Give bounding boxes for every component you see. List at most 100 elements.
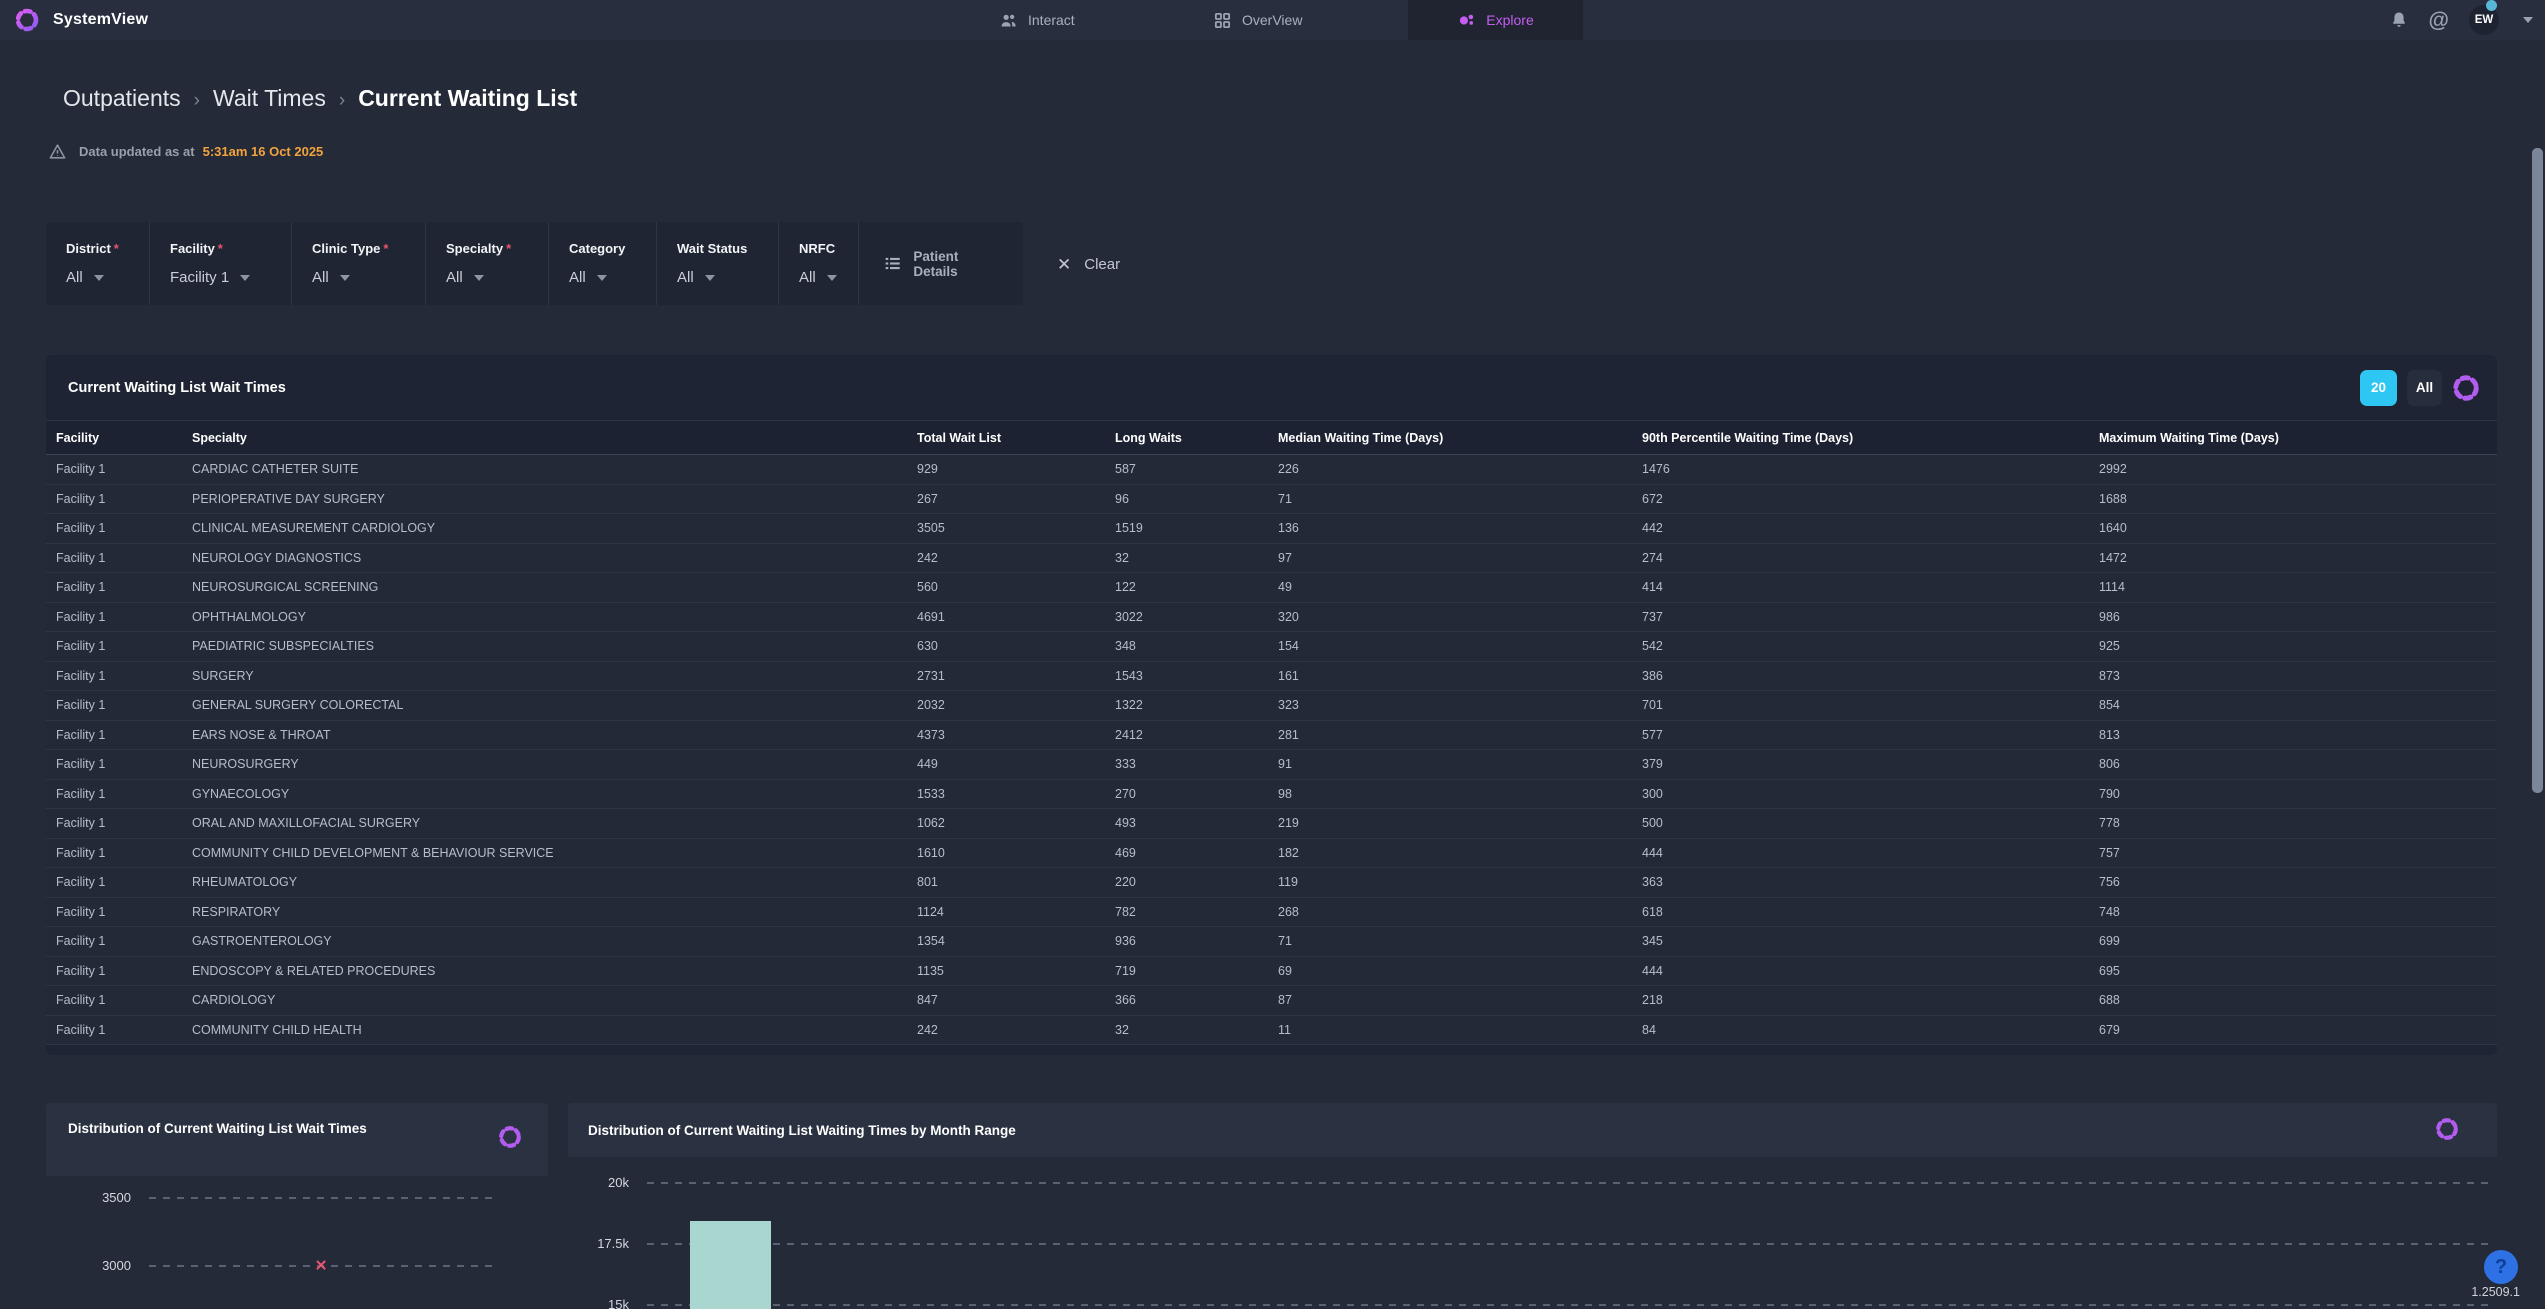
explore-dots-icon xyxy=(1460,14,1474,25)
gridline xyxy=(149,1197,493,1199)
filter-bar: District * All Facility * Facility 1 Clini… xyxy=(46,222,1023,305)
people-icon xyxy=(1001,14,1016,26)
user-avatar[interactable]: EW xyxy=(2469,0,2503,37)
patient-details-label: Patient Details xyxy=(913,248,959,279)
patient-details-button[interactable]: Patient Details xyxy=(859,222,1023,305)
table-row[interactable]: Facility 1 NEUROLOGY DIAGNOSTICS 242 32 … xyxy=(46,543,2497,573)
column-header-long-waits: Long Waits xyxy=(1115,430,1182,445)
table-row[interactable]: Facility 1 SURGERY 2731 1543 161 386 873 xyxy=(46,661,2497,691)
cell-facility: Facility 1 xyxy=(56,993,106,1008)
table-row[interactable]: Facility 1 PERIOPERATIVE DAY SURGERY 267… xyxy=(46,484,2497,514)
table-row[interactable]: Facility 1 NEUROSURGICAL SCREENING 560 1… xyxy=(46,573,2497,603)
cell-maximum-waiting-time: 688 xyxy=(2099,993,2120,1008)
cell-median-waiting-time: 11 xyxy=(1278,1022,1291,1037)
cell-total-wait-list: 3505 xyxy=(917,521,945,536)
list-icon xyxy=(885,257,900,270)
help-button[interactable]: ? xyxy=(2484,1250,2518,1284)
cell-facility: Facility 1 xyxy=(56,639,106,654)
cell-90th-percentile: 737 xyxy=(1642,609,1663,624)
cell-total-wait-list: 4691 xyxy=(917,609,945,624)
cell-median-waiting-time: 281 xyxy=(1278,727,1299,742)
filter-label: Specialty * xyxy=(446,241,512,256)
page-size-20-button[interactable]: 20 xyxy=(2360,369,2397,406)
vertical-scrollbar-thumb[interactable] xyxy=(2532,148,2543,793)
cell-facility: Facility 1 xyxy=(56,934,106,949)
breadcrumb-separator: › xyxy=(338,90,346,111)
table-row[interactable]: Facility 1 COMMUNITY CHILD DEVELOPMENT &… xyxy=(46,838,2497,868)
table-row[interactable]: Facility 1 OPHTHALMOLOGY 4691 3022 320 7… xyxy=(46,602,2497,632)
app-title: SystemView xyxy=(53,11,149,28)
cell-facility: Facility 1 xyxy=(56,904,106,919)
page-title: Current Waiting List xyxy=(358,85,578,111)
tab-overview[interactable]: OverView xyxy=(1213,0,1302,40)
table-row[interactable]: Facility 1 CARDIAC CATHETER SUITE 929 58… xyxy=(46,455,2497,485)
breadcrumb-outpatients[interactable]: Outpatients xyxy=(63,85,181,111)
filter-label: Category xyxy=(569,241,626,256)
required-asterisk: * xyxy=(383,241,389,256)
page-size-all-button[interactable]: All xyxy=(2407,369,2442,406)
table-row[interactable]: Facility 1 ENDOSCOPY & RELATED PROCEDURE… xyxy=(46,956,2497,986)
filter-select[interactable]: All xyxy=(799,269,838,286)
cell-specialty: GASTROENTEROLOGY xyxy=(192,934,332,949)
cell-90th-percentile: 672 xyxy=(1642,491,1663,506)
panel-header: Distribution of Current Waiting List Wai… xyxy=(46,1103,548,1176)
cell-long-waits: 587 xyxy=(1115,462,1136,477)
cell-specialty: RHEUMATOLOGY xyxy=(192,875,298,890)
filter-value: All xyxy=(446,269,463,286)
cell-maximum-waiting-time: 790 xyxy=(2099,786,2120,801)
filter-select[interactable]: All xyxy=(66,269,129,286)
cell-long-waits: 333 xyxy=(1115,757,1136,772)
tab-explore[interactable]: Explore xyxy=(1408,0,1583,40)
table-row[interactable]: Facility 1 NEUROSURGERY 449 333 91 379 8… xyxy=(46,750,2497,780)
y-axis-tick: 15k xyxy=(608,1297,629,1309)
cell-maximum-waiting-time: 806 xyxy=(2099,757,2120,772)
filter-select[interactable]: All xyxy=(312,269,405,286)
cell-maximum-waiting-time: 695 xyxy=(2099,963,2120,978)
table-row[interactable]: Facility 1 PAEDIATRIC SUBSPECIALTIES 630… xyxy=(46,632,2497,662)
table-row[interactable]: Facility 1 CARDIOLOGY 847 366 87 218 688 xyxy=(46,986,2497,1016)
filter-value: All xyxy=(677,269,694,286)
cell-long-waits: 270 xyxy=(1115,786,1136,801)
tab-interact[interactable]: Interact xyxy=(999,0,1075,40)
cell-specialty: EARS NOSE & THROAT xyxy=(192,727,331,742)
cell-median-waiting-time: 182 xyxy=(1278,845,1299,860)
required-asterisk: * xyxy=(113,241,119,256)
table-row[interactable]: Facility 1 COMMUNITY CHILD HEALTH 242 32… xyxy=(46,1015,2497,1045)
filter-value: All xyxy=(799,269,816,286)
clear-filters-button[interactable]: ✕ Clear xyxy=(1057,240,1120,288)
required-asterisk: * xyxy=(506,241,512,256)
cell-median-waiting-time: 98 xyxy=(1278,786,1292,801)
table-row[interactable]: Facility 1 GASTROENTEROLOGY 1354 936 71 … xyxy=(46,927,2497,957)
gridline xyxy=(647,1243,2490,1245)
cell-facility: Facility 1 xyxy=(56,786,106,801)
chevron-down-icon xyxy=(704,274,715,281)
table-row[interactable]: Facility 1 CLINICAL MEASUREMENT CARDIOLO… xyxy=(46,514,2497,544)
mentions-icon[interactable]: @ xyxy=(2428,8,2449,32)
filter-select[interactable]: All xyxy=(446,269,528,286)
cell-long-waits: 2412 xyxy=(1115,727,1143,742)
column-header-facility: Facility xyxy=(56,430,100,445)
cell-median-waiting-time: 91 xyxy=(1278,757,1292,772)
gridline xyxy=(647,1304,2490,1306)
cell-total-wait-list: 2032 xyxy=(917,698,945,713)
table-row[interactable]: Facility 1 GENERAL SURGERY COLORECTAL 20… xyxy=(46,691,2497,721)
filter-select[interactable]: Facility 1 xyxy=(170,269,271,286)
table-row[interactable]: Facility 1 RHEUMATOLOGY 801 220 119 363 … xyxy=(46,868,2497,898)
cell-maximum-waiting-time: 813 xyxy=(2099,727,2120,742)
cell-total-wait-list: 1124 xyxy=(917,904,944,919)
bell-icon[interactable] xyxy=(2389,10,2409,30)
cell-total-wait-list: 560 xyxy=(917,580,938,595)
table-row[interactable]: Facility 1 GYNAECOLOGY 1533 270 98 300 7… xyxy=(46,779,2497,809)
table-row[interactable]: Facility 1 ORAL AND MAXILLOFACIAL SURGER… xyxy=(46,809,2497,839)
chevron-down-icon xyxy=(473,274,484,281)
cell-90th-percentile: 618 xyxy=(1642,904,1663,919)
filter-select[interactable]: All xyxy=(569,269,636,286)
cell-total-wait-list: 929 xyxy=(917,462,938,477)
table-row[interactable]: Facility 1 EARS NOSE & THROAT 4373 2412 … xyxy=(46,720,2497,750)
filter-select[interactable]: All xyxy=(677,269,758,286)
user-menu-chevron-icon[interactable] xyxy=(2523,17,2533,23)
breadcrumb-wait-times[interactable]: Wait Times xyxy=(212,85,326,111)
panel-title: Distribution of Current Waiting List Wai… xyxy=(68,1121,367,1136)
distribution-wait-times-panel: Distribution of Current Waiting List Wai… xyxy=(46,1103,548,1309)
table-row[interactable]: Facility 1 RESPIRATORY 1124 782 268 618 … xyxy=(46,897,2497,927)
